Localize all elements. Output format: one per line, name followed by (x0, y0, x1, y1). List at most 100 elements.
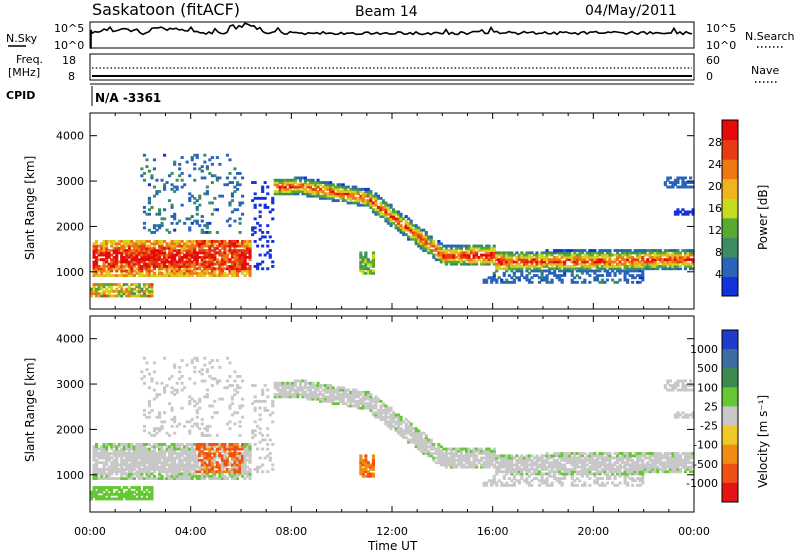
velocity-cell (261, 388, 265, 392)
velocity-cell (502, 456, 506, 460)
power-cell (452, 249, 456, 252)
velocity-cell (203, 472, 207, 476)
power-cell (366, 271, 370, 275)
power-cell (95, 267, 99, 271)
velocity-cell (241, 445, 245, 449)
velocity-cell (115, 449, 119, 453)
power-cell (434, 258, 438, 262)
power-cell (132, 269, 136, 273)
power-cell (510, 255, 514, 259)
velocity-cell (137, 470, 141, 474)
velocity-cell (158, 413, 162, 417)
power-cell (573, 251, 577, 255)
velocity-cell (200, 434, 204, 437)
power-cell (663, 258, 667, 262)
velocity-cell (361, 402, 365, 406)
power-cell (115, 294, 119, 298)
velocity-cell (120, 461, 124, 465)
power-cell (188, 244, 192, 248)
velocity-cell (142, 413, 147, 417)
power-cell (543, 262, 547, 266)
power-cell (356, 203, 360, 207)
velocity-cell (163, 452, 167, 455)
velocity-cell (314, 384, 318, 387)
power-cell (173, 246, 177, 250)
velocity-cell (188, 468, 192, 471)
power-cell (666, 255, 670, 259)
velocity-cell (510, 483, 514, 487)
velocity-cell (319, 397, 323, 401)
power-cell (95, 292, 99, 296)
velocity-cell (256, 468, 260, 471)
velocity-cell (394, 413, 398, 417)
velocity-cell (105, 490, 109, 494)
velocity-cell (452, 447, 456, 451)
power-cell (351, 185, 355, 189)
velocity-cell (339, 395, 343, 399)
power-cell (276, 178, 280, 182)
power-cell (643, 267, 647, 271)
velocity-cell (490, 463, 494, 467)
power-cell (213, 246, 217, 250)
power-cell (631, 262, 635, 266)
power-cell (364, 192, 368, 196)
velocity-cell (218, 454, 222, 458)
velocity-cell (185, 452, 189, 455)
velocity-cell (147, 411, 152, 415)
velocity-cell (480, 458, 484, 462)
velocity-cell (268, 452, 272, 455)
power-cell (137, 242, 141, 246)
power-cell (220, 262, 225, 266)
power-cell (429, 244, 433, 248)
velocity-cell (558, 468, 562, 471)
power-cell (575, 280, 579, 284)
velocity-cell (321, 393, 325, 396)
power-cell (135, 271, 139, 275)
velocity-cell (165, 461, 169, 465)
power-cell (321, 190, 325, 193)
velocity-cell (364, 404, 368, 408)
velocity-cell (180, 465, 184, 469)
power-cell (188, 260, 192, 264)
power-cell (168, 260, 172, 264)
velocity-cell (190, 449, 194, 453)
velocity-cell (220, 470, 225, 474)
velocity-cell (470, 461, 474, 465)
power-cell (100, 251, 104, 255)
velocity-cell (505, 456, 509, 460)
power-cell (538, 253, 542, 257)
velocity-cell (185, 463, 189, 467)
velocity-cell (502, 454, 506, 458)
power-cell (238, 172, 242, 175)
velocity-cell (371, 472, 376, 476)
power-cell (193, 262, 197, 266)
power-cell (125, 287, 129, 291)
velocity-cell (145, 486, 149, 489)
power-cell (228, 258, 232, 262)
velocity-cell (160, 427, 164, 431)
velocity-cell (459, 449, 464, 453)
power-cell (691, 258, 695, 262)
power-cell (354, 185, 358, 189)
power-cell (215, 251, 219, 255)
power-cell (185, 160, 189, 164)
power-cell (137, 274, 141, 277)
velocity-cell (525, 463, 529, 467)
velocity-cell (301, 395, 305, 399)
velocity-cell (132, 497, 136, 501)
power-cell (125, 260, 129, 264)
velocity-cell (424, 447, 428, 451)
velocity-cell (180, 474, 184, 478)
velocity-cell (230, 443, 235, 446)
velocity-cell (112, 465, 116, 469)
velocity-cell (190, 474, 194, 478)
power-cell (180, 246, 184, 250)
power-cell (183, 244, 187, 248)
power-cell (538, 262, 542, 266)
power-cell (653, 267, 657, 271)
velocity-cell (102, 454, 106, 458)
power-cell (573, 267, 577, 271)
velocity-cell (225, 458, 230, 462)
velocity-cell (432, 447, 436, 451)
